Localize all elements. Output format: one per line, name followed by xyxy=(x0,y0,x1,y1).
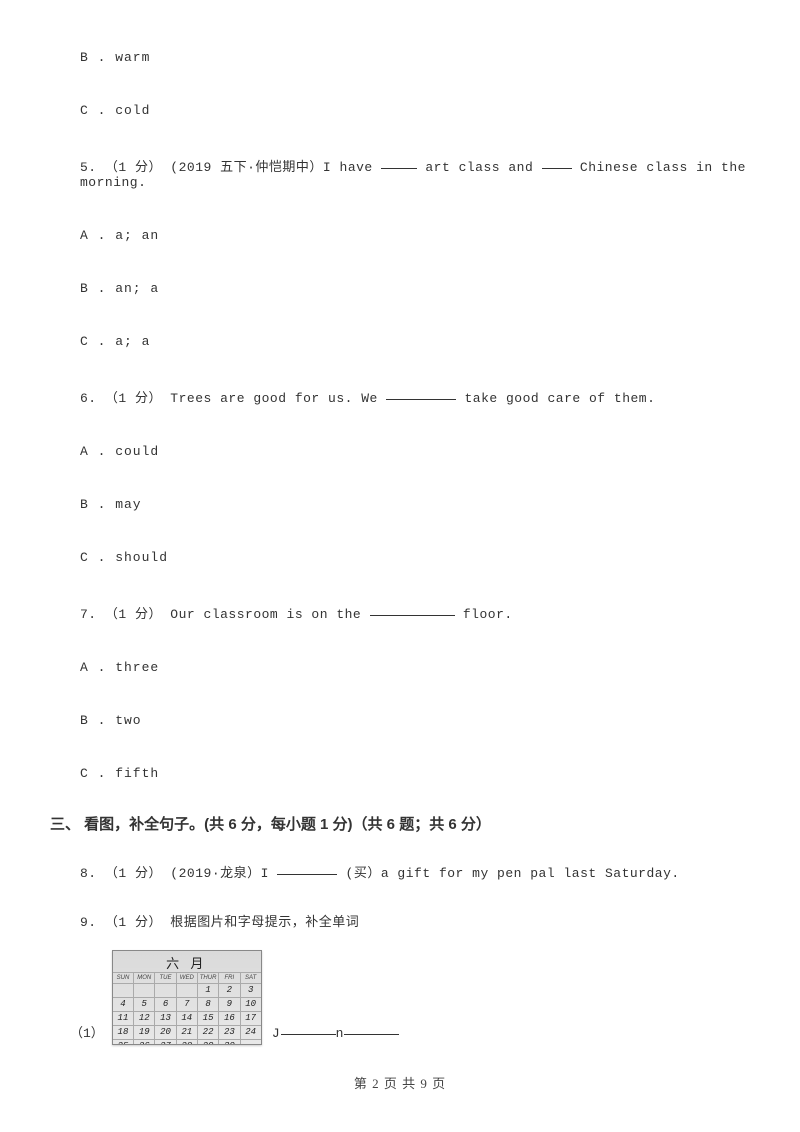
cal-row: 1 2 3 xyxy=(113,983,261,997)
cal-cell: 3 xyxy=(241,984,261,997)
cal-cell: 21 xyxy=(177,1026,198,1039)
q7-option-c: C . fifth xyxy=(80,766,750,781)
cal-cell: 9 xyxy=(219,998,240,1011)
q5-text-before: 5. （1 分） (2019 五下·仲恺期中）I have xyxy=(80,160,373,175)
cal-row: 18 19 20 21 22 23 24 xyxy=(113,1025,261,1039)
cal-cell: 11 xyxy=(113,1012,134,1025)
cal-cell: 26 xyxy=(134,1040,155,1045)
cal-cell: 27 xyxy=(155,1040,176,1045)
cal-cell: 5 xyxy=(134,998,155,1011)
calendar-title: 六 月 xyxy=(113,951,261,972)
q4-option-b: B . warm xyxy=(80,50,750,65)
cal-cell: 28 xyxy=(177,1040,198,1045)
q7-text-before: 7. （1 分） Our classroom is on the xyxy=(80,607,370,622)
cal-cell: 8 xyxy=(198,998,219,1011)
cal-cell: 29 xyxy=(198,1040,219,1045)
cal-cell: 24 xyxy=(241,1026,261,1039)
q8-text-mid: (买）a gift for my pen pal last Saturday. xyxy=(346,866,680,881)
q6-option-a: A . could xyxy=(80,444,750,459)
cal-day: WED xyxy=(177,973,198,983)
q5-option-c: C . a; a xyxy=(80,334,750,349)
cal-day: FRI xyxy=(219,973,240,983)
cal-day: SUN xyxy=(113,973,134,983)
q7-text-after: floor. xyxy=(463,607,513,622)
q5-text-mid: art class and xyxy=(425,160,533,175)
cal-cell: 2 xyxy=(219,984,240,997)
cal-row: 4 5 6 7 8 9 10 xyxy=(113,997,261,1011)
q4-option-c: C . cold xyxy=(80,103,750,118)
q9-sub-1-row: （1） 六 月 SUN MON TUE WED THUR FRI SAT 1 2… xyxy=(70,950,750,1045)
cal-cell xyxy=(113,984,134,997)
q6-blank xyxy=(386,399,456,400)
q6-option-c: C . should xyxy=(80,550,750,565)
cal-cell xyxy=(134,984,155,997)
q7-option-b: B . two xyxy=(80,713,750,728)
q6-text-after: take good care of them. xyxy=(464,391,655,406)
cal-cell xyxy=(177,984,198,997)
cal-cell: 14 xyxy=(177,1012,198,1025)
question-6: 6. （1 分） Trees are good for us. We take … xyxy=(80,387,750,406)
q7-option-a: A . three xyxy=(80,660,750,675)
q9-letter-2: n xyxy=(336,1026,345,1041)
q5-option-b: B . an; a xyxy=(80,281,750,296)
cal-cell: 10 xyxy=(241,998,261,1011)
cal-cell xyxy=(241,1040,261,1045)
q6-option-b: B . may xyxy=(80,497,750,512)
cal-cell xyxy=(155,984,176,997)
calendar-image: 六 月 SUN MON TUE WED THUR FRI SAT 1 2 3 4… xyxy=(112,950,262,1045)
cal-cell: 12 xyxy=(134,1012,155,1025)
cal-cell: 25 xyxy=(113,1040,134,1045)
q9-letter-1: J xyxy=(272,1026,281,1041)
cal-cell: 23 xyxy=(219,1026,240,1039)
q6-text-before: 6. （1 分） Trees are good for us. We xyxy=(80,391,386,406)
q8-text-before: 8. （1 分） (2019·龙泉）I xyxy=(80,866,277,881)
q8-blank xyxy=(277,874,337,875)
cal-cell: 15 xyxy=(198,1012,219,1025)
question-5: 5. （1 分） (2019 五下·仲恺期中）I have art class … xyxy=(80,156,750,190)
cal-day: MON xyxy=(134,973,155,983)
cal-cell: 19 xyxy=(134,1026,155,1039)
calendar-header-row: SUN MON TUE WED THUR FRI SAT xyxy=(113,972,261,983)
cal-day: SAT xyxy=(241,973,261,983)
cal-cell: 18 xyxy=(113,1026,134,1039)
cal-day: THUR xyxy=(198,973,219,983)
q9-sub-label: （1） xyxy=(70,1022,104,1041)
cal-cell: 13 xyxy=(155,1012,176,1025)
cal-cell: 6 xyxy=(155,998,176,1011)
q5-blank-2 xyxy=(542,168,572,169)
question-9: 9. （1 分） 根据图片和字母提示，补全单词 xyxy=(80,911,750,930)
page-footer: 第 2 页 共 9 页 xyxy=(0,1073,800,1092)
q9-answer-area: Jn xyxy=(272,1026,400,1041)
cal-cell: 30 xyxy=(219,1040,240,1045)
cal-cell: 20 xyxy=(155,1026,176,1039)
cal-cell: 16 xyxy=(219,1012,240,1025)
q9-blank-2 xyxy=(344,1034,399,1035)
section-3-header: 三、 看图，补全句子。(共 6 分，每小题 1 分)（共 6 题；共 6 分） xyxy=(50,813,750,834)
cal-row: 11 12 13 14 15 16 17 xyxy=(113,1011,261,1025)
cal-day: TUE xyxy=(155,973,176,983)
q9-blank-1 xyxy=(281,1034,336,1035)
question-8: 8. （1 分） (2019·龙泉）I (买）a gift for my pen… xyxy=(80,862,750,881)
q5-option-a: A . a; an xyxy=(80,228,750,243)
question-7: 7. （1 分） Our classroom is on the floor. xyxy=(80,603,750,622)
q7-blank xyxy=(370,615,455,616)
cal-cell: 17 xyxy=(241,1012,261,1025)
q5-blank-1 xyxy=(381,168,417,169)
cal-cell: 22 xyxy=(198,1026,219,1039)
cal-cell: 7 xyxy=(177,998,198,1011)
cal-row: 25 26 27 28 29 30 xyxy=(113,1039,261,1045)
cal-cell: 4 xyxy=(113,998,134,1011)
cal-cell: 1 xyxy=(198,984,219,997)
